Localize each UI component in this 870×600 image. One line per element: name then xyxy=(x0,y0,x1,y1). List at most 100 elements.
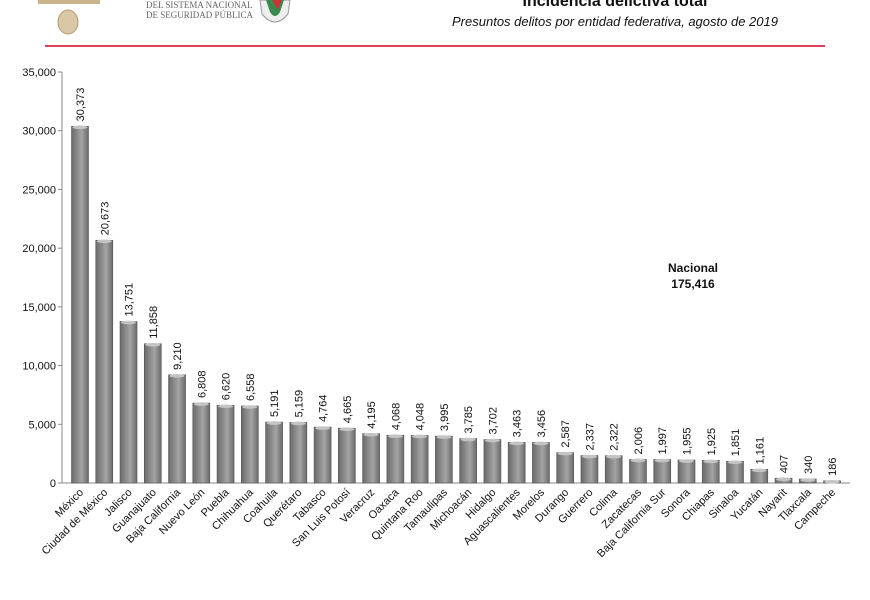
bar-cap xyxy=(96,239,112,244)
header-divider xyxy=(45,45,825,47)
bar xyxy=(532,442,550,484)
bar-cap xyxy=(436,435,452,439)
bar-cap xyxy=(800,478,816,482)
bar-cap xyxy=(727,460,743,465)
bar xyxy=(192,402,211,484)
y-tick-label: 15,000 xyxy=(22,302,56,314)
data-label: 340 xyxy=(803,456,815,474)
data-label: 1,851 xyxy=(730,429,742,457)
bar-cap xyxy=(654,458,670,463)
bar-cap xyxy=(606,454,622,459)
bar-cap xyxy=(387,434,403,439)
y-tick-label: 25,000 xyxy=(22,184,56,196)
shield-logo-icon xyxy=(259,0,291,23)
bar xyxy=(216,404,235,484)
bar-cap xyxy=(242,405,258,409)
data-label: 9,210 xyxy=(172,342,184,370)
bar xyxy=(629,459,647,484)
data-label: 407 xyxy=(779,455,791,473)
data-label: 1,925 xyxy=(706,428,718,456)
bar-cap xyxy=(412,434,428,439)
bar-cap xyxy=(339,427,355,432)
bar-cap xyxy=(218,404,234,409)
data-label: 1,997 xyxy=(657,427,669,455)
y-tick-label: 30,000 xyxy=(22,126,56,138)
bar xyxy=(143,343,162,484)
bar-cap xyxy=(533,441,549,446)
annotation-nacional-value: 175,416 xyxy=(671,277,715,291)
bar xyxy=(241,405,259,484)
annotation-nacional-label: Nacional xyxy=(668,261,718,275)
data-label: 6,808 xyxy=(196,371,208,399)
bar xyxy=(95,239,114,484)
report-header: DEL SISTEMA NACIONAL DE SEGURIDAD PÚBLICA… xyxy=(0,0,870,50)
data-label: 30,373 xyxy=(75,88,87,122)
bar-cap xyxy=(193,402,209,406)
data-label: 2,322 xyxy=(609,423,621,451)
chart-subtitle: Presuntos delitos por entidad federativa… xyxy=(452,14,778,29)
bar-cap xyxy=(776,477,792,482)
logo-text-line1: DEL SISTEMA NACIONAL xyxy=(146,0,253,10)
bar-cap xyxy=(72,125,88,130)
data-label: 5,159 xyxy=(293,390,305,418)
data-label: 3,456 xyxy=(536,410,548,438)
data-label: 4,764 xyxy=(318,395,330,423)
data-label: 11,858 xyxy=(148,306,160,339)
bar xyxy=(507,442,526,484)
bar xyxy=(677,459,696,484)
bar xyxy=(71,126,89,484)
data-label: 3,463 xyxy=(512,410,524,438)
data-label: 5,191 xyxy=(269,390,281,418)
chart-title: Incidencia delictiva total xyxy=(522,0,708,10)
y-tick-label: 35,000 xyxy=(22,67,56,79)
bar-cap xyxy=(363,432,379,437)
government-logo-text xyxy=(38,0,100,4)
secretariado-logo-text: DEL SISTEMA NACIONAL DE SEGURIDAD PÚBLICA xyxy=(146,0,253,20)
government-seal-icon xyxy=(57,9,79,35)
bar xyxy=(435,435,453,484)
bar xyxy=(289,422,308,484)
data-label: 1,161 xyxy=(754,437,766,465)
bar xyxy=(701,460,720,484)
data-label: 4,048 xyxy=(415,403,427,431)
data-label: 4,195 xyxy=(366,401,378,429)
bar-cap xyxy=(824,480,840,484)
bar-cap xyxy=(145,342,161,347)
data-label: 186 xyxy=(827,457,839,475)
data-label: 20,673 xyxy=(99,202,111,236)
bar-cap xyxy=(703,459,719,464)
data-label: 4,665 xyxy=(342,396,354,424)
data-label: 4,068 xyxy=(390,403,402,431)
data-label: 3,785 xyxy=(463,406,475,434)
logo-text-line2: DE SEGURIDAD PÚBLICA xyxy=(146,10,254,20)
bar xyxy=(119,321,138,484)
bar-cap xyxy=(121,320,137,325)
bar-cap xyxy=(290,421,306,426)
bar-cap xyxy=(460,437,476,442)
data-label: 2,337 xyxy=(584,423,596,451)
bar-cap xyxy=(581,454,597,459)
y-tick-label: 10,000 xyxy=(22,361,56,373)
data-label: 3,702 xyxy=(487,407,499,435)
data-label: 2,006 xyxy=(633,427,645,455)
bar-cap xyxy=(266,421,282,425)
bar-cap xyxy=(315,426,331,430)
bar xyxy=(338,427,356,484)
data-label: 1,955 xyxy=(682,428,694,456)
bar xyxy=(168,374,186,484)
bar xyxy=(604,455,623,484)
bar-cap xyxy=(169,374,185,378)
bar-cap xyxy=(557,451,573,456)
data-label: 2,587 xyxy=(560,420,572,448)
data-label: 6,620 xyxy=(221,373,233,401)
bar xyxy=(386,434,405,484)
bar xyxy=(483,439,502,484)
bar xyxy=(362,433,380,484)
bar xyxy=(580,455,599,484)
data-label: 3,995 xyxy=(439,404,451,432)
y-tick-label: 5,000 xyxy=(28,419,56,431)
y-tick-label: 20,000 xyxy=(22,243,56,255)
bar xyxy=(653,459,672,484)
bar xyxy=(459,438,477,484)
